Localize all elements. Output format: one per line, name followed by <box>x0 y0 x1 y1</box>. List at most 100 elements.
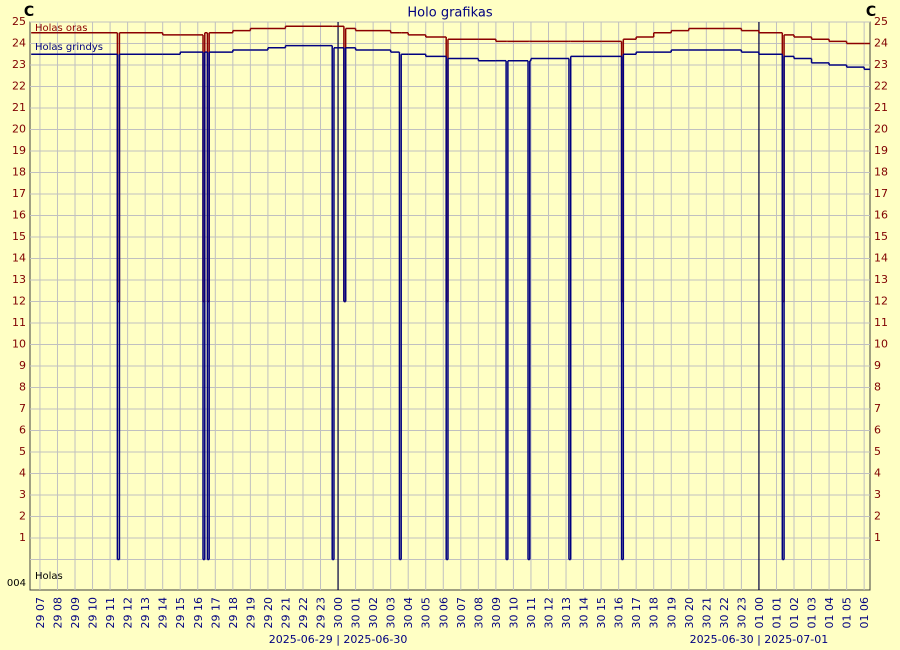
y-tick-label: 13 <box>12 273 26 286</box>
series <box>31 44 870 561</box>
x-tick-label: 29 14 <box>157 597 170 629</box>
y-tick-label: 3 <box>19 488 26 501</box>
y2-tick-label: 12 <box>874 295 888 308</box>
x-tick-label: 29 21 <box>279 597 292 629</box>
x-tick-label: 30 10 <box>507 597 520 629</box>
y2-tick-label: 21 <box>874 101 888 114</box>
y-tick-label: 7 <box>19 402 26 415</box>
x-tick-label: 30 05 <box>420 597 433 629</box>
x-tick-label: 29 11 <box>104 597 117 629</box>
legend-label: Holas oras <box>35 23 88 34</box>
y2-tick-label: 5 <box>874 445 881 458</box>
y2-tick-label: 13 <box>874 273 888 286</box>
y2-tick-label: 8 <box>874 381 881 394</box>
y2-tick-label: 1 <box>874 531 881 544</box>
x-tick-label: 30 03 <box>385 597 398 629</box>
y-tick-label: 2 <box>19 510 26 523</box>
y2-tick-label: 11 <box>874 316 888 329</box>
y-tick-label: 12 <box>12 295 26 308</box>
x-tick-label: 29 17 <box>209 597 222 629</box>
x-tick-label: 30 07 <box>455 597 468 629</box>
x-tick-label: 30 01 <box>350 597 363 629</box>
x-tick-label: 29 07 <box>34 597 47 629</box>
x-tick-label: 29 18 <box>227 597 240 629</box>
y-tick-label: 19 <box>12 144 26 157</box>
y-tick-label: 15 <box>12 230 26 243</box>
y-tick-label: 23 <box>12 58 26 71</box>
lower-track-tick: 004 <box>7 578 26 589</box>
grid <box>30 21 870 590</box>
x-tick-label: 30 18 <box>648 597 661 629</box>
x-tick-label: 29 22 <box>297 597 310 629</box>
y2-tick-label: 3 <box>874 488 881 501</box>
y-tick-label: 22 <box>12 80 26 93</box>
y-tick-label: 8 <box>19 381 26 394</box>
x-tick-label: 29 20 <box>262 597 275 629</box>
y2-tick-label: 7 <box>874 402 881 415</box>
y-tick-label: 9 <box>19 359 26 372</box>
chart-title: Holo grafikas <box>407 6 492 21</box>
x-tick-label: 29 23 <box>315 597 328 629</box>
y2-tick-label: 24 <box>874 37 888 50</box>
x-tick-label: 30 11 <box>525 597 538 629</box>
y2-tick-label: 6 <box>874 424 881 437</box>
y2-tick-label: 20 <box>874 123 888 136</box>
y2-tick-label: 19 <box>874 144 888 157</box>
y-tick-label: 1 <box>19 531 26 544</box>
y2-tick-label: 22 <box>874 80 888 93</box>
y-tick-label: 5 <box>19 445 26 458</box>
x-tick-label: 30 09 <box>490 597 503 629</box>
y-tick-label: 24 <box>12 37 26 50</box>
x-tick-label: 29 13 <box>139 597 152 629</box>
y2-axis-label: C <box>866 4 876 20</box>
x-tick-label: 30 06 <box>437 597 450 629</box>
x-tick-label: 30 19 <box>665 597 678 629</box>
x-tick-label: 29 12 <box>122 597 135 629</box>
day-label: 2025-06-30 | 2025-07-01 <box>690 633 829 646</box>
y2-tick-label: 15 <box>874 230 888 243</box>
y-tick-label: 14 <box>12 252 26 265</box>
y-tick-label: 25 <box>12 15 26 28</box>
y2-tick-label: 23 <box>874 58 888 71</box>
day-label: 2025-06-29 | 2025-06-30 <box>269 633 408 646</box>
y-tick-label: 20 <box>12 123 26 136</box>
x-tick-label: 01 00 <box>753 597 766 629</box>
x-tick-label: 30 21 <box>700 597 713 629</box>
y2-tick-label: 14 <box>874 252 888 265</box>
x-tick-label: 30 22 <box>718 597 731 629</box>
x-tick-label: 01 02 <box>788 597 801 629</box>
x-tick-label: 01 03 <box>806 597 819 629</box>
x-tick-label: 30 08 <box>472 597 485 629</box>
x-tick-label: 29 10 <box>87 597 100 629</box>
y2-tick-label: 10 <box>874 338 888 351</box>
y2-tick-label: 25 <box>874 15 888 28</box>
x-tick-label: 01 05 <box>841 597 854 629</box>
x-tick-label: 29 09 <box>69 597 82 629</box>
y2-tick-label: 16 <box>874 209 888 222</box>
x-tick-label: 01 01 <box>770 597 783 629</box>
x-tick-label: 30 15 <box>595 597 608 629</box>
y-tick-label: 10 <box>12 338 26 351</box>
y-tick-label: 11 <box>12 316 26 329</box>
y-tick-label: 21 <box>12 101 26 114</box>
x-tick-label: 29 15 <box>174 597 187 629</box>
x-tick-label: 30 13 <box>560 597 573 629</box>
x-tick-label: 30 16 <box>613 597 626 629</box>
plot-frame <box>29 21 871 591</box>
y-tick-label: 6 <box>19 424 26 437</box>
y2-tick-label: 9 <box>874 359 881 372</box>
y-tick-label: 17 <box>12 187 26 200</box>
x-tick-label: 30 04 <box>402 597 415 629</box>
x-tick-label: 29 08 <box>51 597 64 629</box>
x-tick-label: 30 23 <box>735 597 748 629</box>
y2-tick-label: 18 <box>874 166 888 179</box>
x-tick-label: 30 20 <box>683 597 696 629</box>
x-tick-label: 30 12 <box>542 597 555 629</box>
x-tick-label: 01 04 <box>823 597 836 629</box>
x-tick-label: 30 02 <box>367 597 380 629</box>
legend-label: Holas grindys <box>35 42 103 53</box>
y-tick-label: 4 <box>19 467 26 480</box>
x-tick-label: 29 16 <box>192 597 205 629</box>
y2-tick-label: 17 <box>874 187 888 200</box>
